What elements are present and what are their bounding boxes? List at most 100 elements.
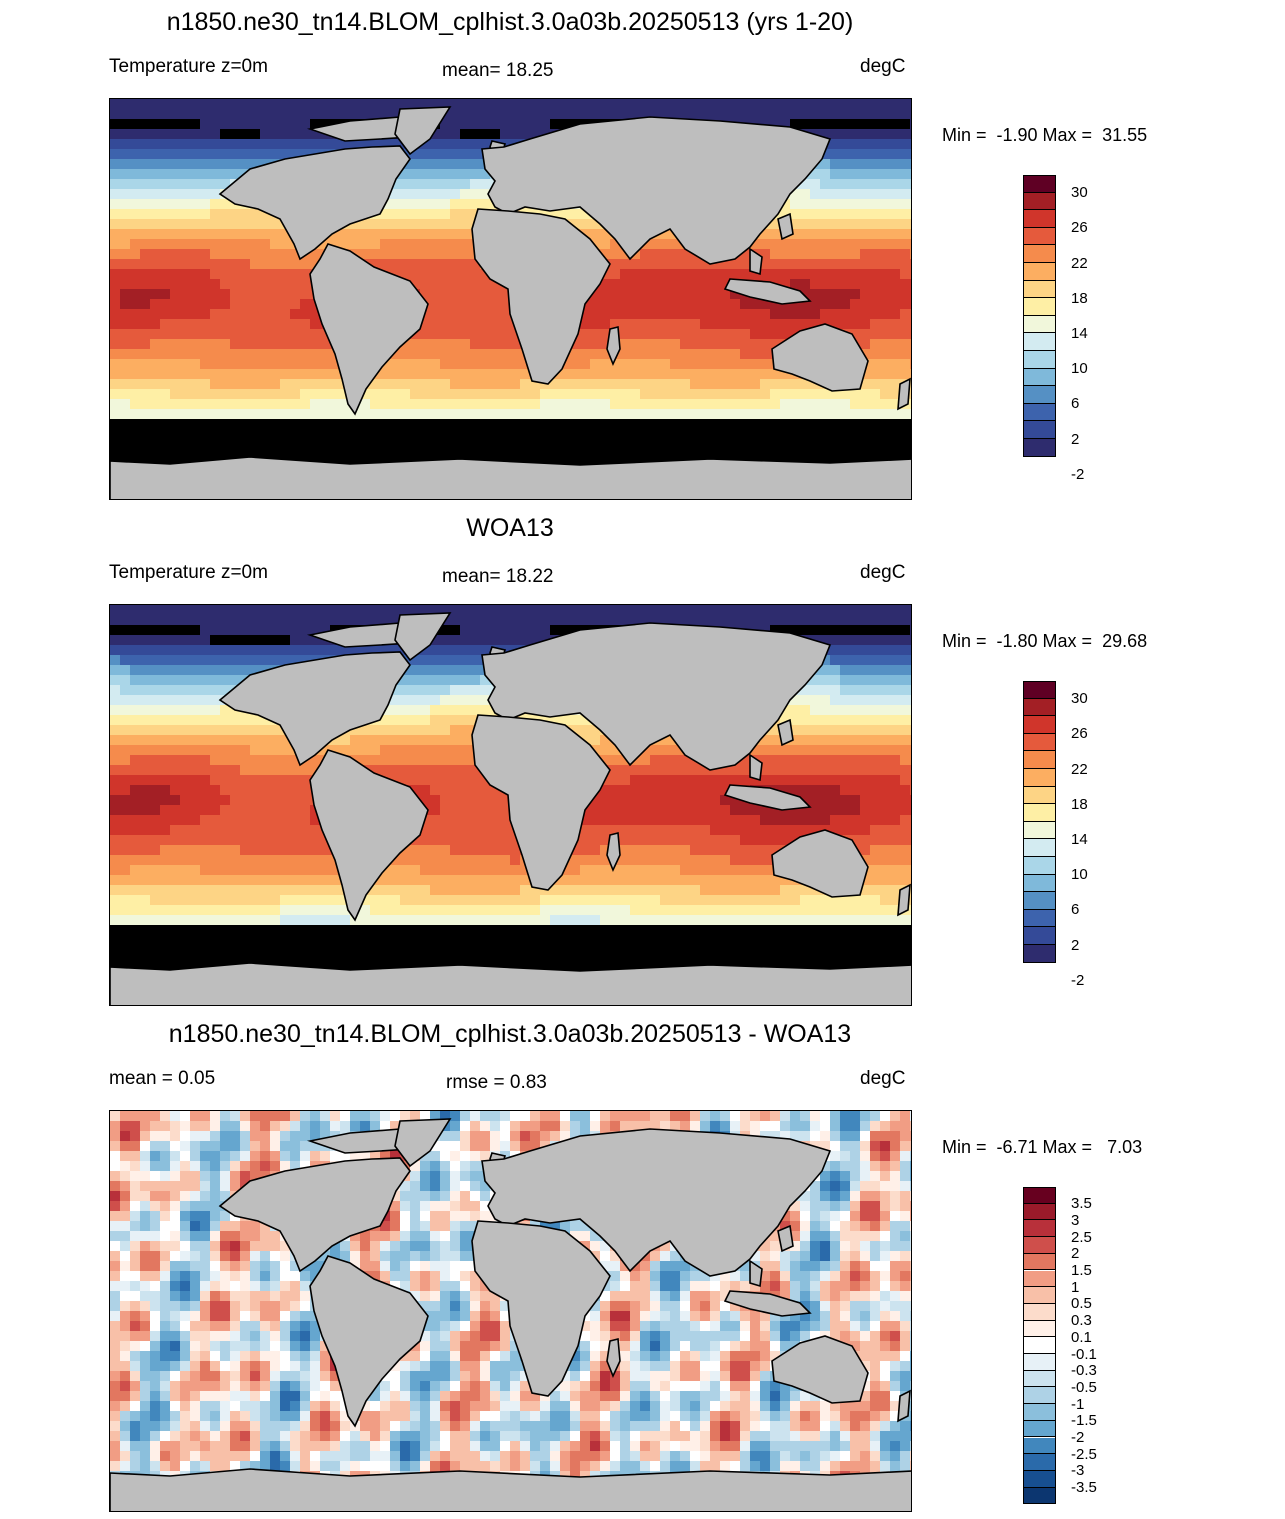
colorbar-tick-label: 18 <box>1071 795 1088 813</box>
colorbar-swatch <box>1023 1470 1056 1488</box>
colorbar-swatch <box>1023 1237 1056 1254</box>
panel-observations: WOA13 Temperature z=0m mean= 18.22 degC … <box>0 506 1285 1012</box>
land-mass <box>394 106 452 156</box>
colorbar-swatch <box>1023 1437 1056 1455</box>
colorbar-swatch <box>1023 403 1056 422</box>
colorbar-swatch <box>1023 315 1056 334</box>
colorbar-swatch <box>1023 263 1056 281</box>
land-mass <box>723 278 812 305</box>
colorbar-swatch <box>1023 1320 1056 1338</box>
colorbar-swatch <box>1023 1253 1056 1271</box>
land-mass <box>606 1337 621 1379</box>
min-max-label: Min = -1.90 Max = 31.55 <box>942 125 1148 145</box>
land-mass <box>218 145 411 261</box>
colorbar-tick-label: 0.1 <box>1071 1328 1092 1346</box>
land-mass <box>110 456 911 499</box>
land-mass <box>606 325 621 367</box>
colorbar-swatch <box>1023 927 1056 945</box>
colorbar-swatch <box>1023 192 1056 211</box>
land-mass <box>110 1468 911 1511</box>
land-mass <box>218 1157 411 1273</box>
land-mass <box>777 212 794 241</box>
colorbar-swatch <box>1023 333 1056 351</box>
colorbar-tick-label: -2.5 <box>1071 1445 1097 1463</box>
land-mass <box>110 962 911 1005</box>
land-mass <box>218 651 411 767</box>
land-mass <box>897 883 911 917</box>
colorbar-swatch <box>1023 804 1056 822</box>
colorbar-swatch <box>1023 1454 1056 1471</box>
colorbar-tick-label: 10 <box>1071 866 1088 884</box>
colorbar-frame <box>1023 175 1056 457</box>
temperature-map <box>109 98 912 500</box>
variable-label: Temperature z=0m <box>109 56 268 77</box>
colorbar-tick-label: -3.5 <box>1071 1479 1097 1497</box>
colorbar-swatch <box>1023 1354 1056 1371</box>
colorbar-swatch <box>1023 227 1056 246</box>
land-mass <box>394 1118 452 1168</box>
colorbar-swatch <box>1023 1270 1056 1288</box>
colorbar-tick-label: 26 <box>1071 725 1088 743</box>
colorbar-swatch <box>1023 1404 1056 1421</box>
land-mass <box>749 247 763 276</box>
land-mass <box>471 1220 611 1397</box>
land-mass <box>897 1389 911 1423</box>
mean-label: mean = 0.05 <box>109 1068 216 1089</box>
land-mass <box>723 784 812 811</box>
panel-title: n1850.ne30_tn14.BLOM_cplhist.3.0a03b.202… <box>166 8 854 36</box>
colorbar-swatch <box>1023 421 1056 439</box>
colorbar-swatch <box>1023 1303 1056 1321</box>
land-mass <box>309 243 429 416</box>
panel-title: WOA13 <box>466 514 554 542</box>
colorbar-tick-label: -2 <box>1071 465 1085 483</box>
colorbar-swatch <box>1023 769 1056 787</box>
map-svg <box>110 605 911 1005</box>
land-mass <box>777 718 794 747</box>
colorbar-tick-label: -0.5 <box>1071 1378 1097 1396</box>
land-mass <box>394 612 452 662</box>
colorbar-swatch <box>1023 368 1056 387</box>
colorbar-swatch <box>1023 786 1056 805</box>
mean-label: mean= 18.25 <box>442 60 554 81</box>
colorbar-tick-label: 2.5 <box>1071 1228 1092 1246</box>
land-mass <box>771 829 869 898</box>
map-svg <box>110 1111 911 1511</box>
colorbar-swatch <box>1023 351 1056 369</box>
colorbar-tick-label: -3 <box>1071 1462 1085 1480</box>
colorbar-tick-label: 2 <box>1071 936 1080 954</box>
units-label: degC <box>860 1068 906 1089</box>
panel-model: n1850.ne30_tn14.BLOM_cplhist.3.0a03b.202… <box>0 0 1285 506</box>
colorbar-swatch <box>1023 839 1056 857</box>
difference-map <box>109 1110 912 1512</box>
colorbar-tick-label: 3 <box>1071 1211 1080 1229</box>
land-mass <box>471 714 611 891</box>
colorbar-swatch <box>1023 716 1056 734</box>
land-mass <box>897 377 911 411</box>
colorbar-swatch <box>1023 386 1056 404</box>
colorbar-tick-label: 18 <box>1071 289 1088 307</box>
colorbar: 30 26 22 18 14 10 6 2 -2 <box>1023 175 1088 482</box>
rmse-label: rmse = 0.83 <box>446 1072 547 1093</box>
colorbar-tick-label: -2 <box>1071 971 1085 989</box>
colorbar-tick-label: 30 <box>1071 690 1088 708</box>
colorbar-swatch <box>1023 1387 1056 1405</box>
colorbar-tick-label: 6 <box>1071 395 1080 413</box>
colorbar-tick-label: -1.5 <box>1071 1412 1097 1430</box>
land-mass <box>723 1290 812 1317</box>
colorbar-swatch <box>1023 298 1056 316</box>
colorbar-tick-label: 22 <box>1071 760 1088 778</box>
colorbar-tick-label: -2 <box>1071 1429 1085 1446</box>
colorbar-swatch <box>1023 874 1056 893</box>
land-mass <box>771 323 869 392</box>
colorbar-tick-label: 1.5 <box>1071 1262 1092 1279</box>
land-mass <box>777 1224 794 1253</box>
colorbar-swatch <box>1023 1337 1056 1354</box>
colorbar-swatch <box>1023 1420 1056 1438</box>
colorbar-swatch <box>1023 821 1056 840</box>
land-mass <box>309 749 429 922</box>
colorbar-tick-label: 2 <box>1071 1245 1080 1263</box>
land-mass <box>606 831 621 873</box>
colorbar-tick-label: 10 <box>1071 360 1088 378</box>
colorbar-swatch <box>1023 1220 1056 1238</box>
colorbar-tick-label: 14 <box>1071 324 1088 342</box>
